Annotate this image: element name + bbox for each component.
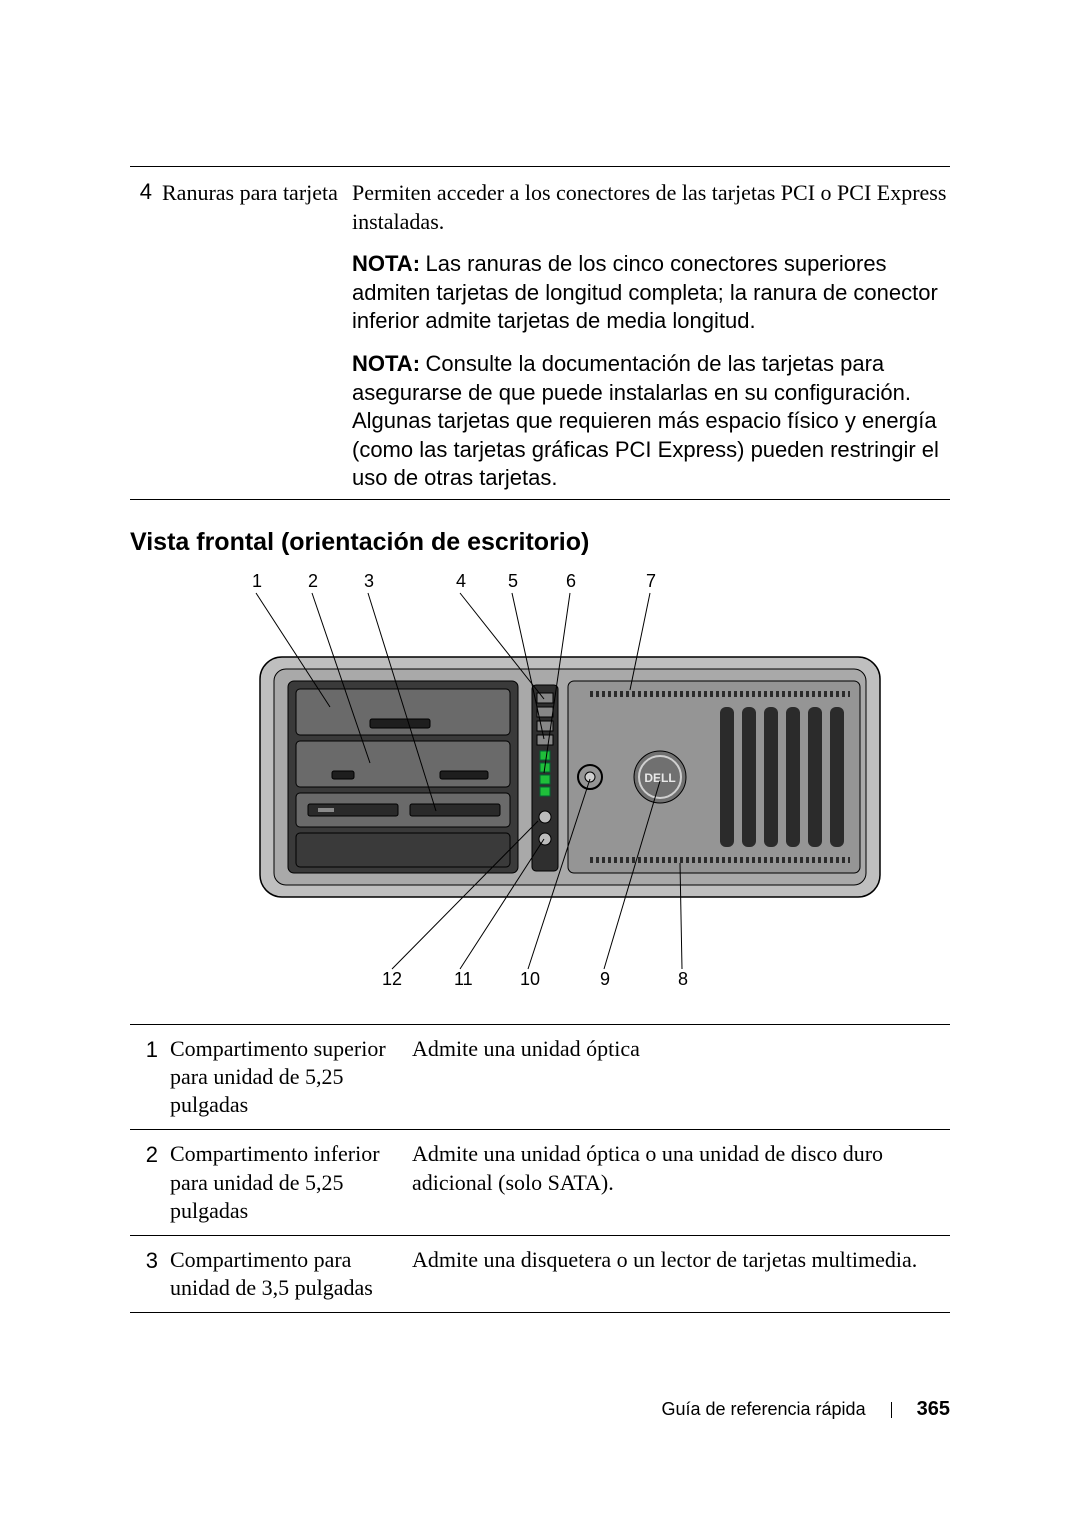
row-num: 2	[134, 1140, 170, 1224]
svg-text:9: 9	[600, 969, 610, 989]
rule-bottom	[130, 499, 950, 500]
row-num: 4	[134, 179, 162, 493]
note-1: NOTA: Las ranuras de los cinco conectore…	[352, 250, 950, 336]
rule-top	[130, 166, 950, 167]
footer-label: Guía de referencia rápida	[661, 1399, 865, 1419]
diagram-frontal: DELL 1 2 3 4 5	[130, 567, 950, 1002]
svg-text:5: 5	[508, 571, 518, 591]
svg-text:2: 2	[308, 571, 318, 591]
row-term: Ranuras para tarjeta	[162, 179, 352, 493]
table-row: 1 Compartimento superior para unidad de …	[130, 1024, 950, 1129]
svg-text:6: 6	[566, 571, 576, 591]
svg-text:7: 7	[646, 571, 656, 591]
row-desc: Permiten acceder a los conectores de las…	[352, 179, 950, 493]
page-number: 365	[917, 1398, 950, 1420]
svg-text:10: 10	[520, 969, 540, 989]
section-heading: Vista frontal (orientación de escritorio…	[130, 528, 950, 557]
svg-text:4: 4	[456, 571, 466, 591]
note-2: NOTA: Consulte la documentación de las t…	[352, 350, 950, 493]
note-label: NOTA:	[352, 351, 420, 376]
row-num: 3	[134, 1246, 170, 1302]
svg-text:12: 12	[382, 969, 402, 989]
svg-text:1: 1	[252, 571, 262, 591]
note-body: Las ranuras de los cinco conectores supe…	[352, 251, 938, 333]
svg-text:8: 8	[678, 969, 688, 989]
page-footer: Guía de referencia rápida 365	[130, 1398, 950, 1421]
table-row: 2 Compartimento inferior para unidad de …	[130, 1129, 950, 1234]
row-desc: Admite una unidad óptica o una unidad de…	[412, 1140, 950, 1224]
row-card-slots: 4 Ranuras para tarjeta Permiten acceder …	[130, 173, 950, 493]
svg-text:3: 3	[364, 571, 374, 591]
row-desc: Admite una disquetera o un lector de tar…	[412, 1246, 950, 1302]
front-view-table: 1 Compartimento superior para unidad de …	[130, 1024, 950, 1313]
note-label: NOTA:	[352, 251, 420, 276]
row-term: Compartimento superior para unidad de 5,…	[170, 1035, 412, 1119]
svg-text:11: 11	[454, 969, 473, 989]
row-term: Compartimento para unidad de 3,5 pulgada…	[170, 1246, 412, 1302]
row-term: Compartimento inferior para unidad de 5,…	[170, 1140, 412, 1224]
table-row: 3 Compartimento para unidad de 3,5 pulga…	[130, 1235, 950, 1313]
row-num: 1	[134, 1035, 170, 1119]
svg-text:DELL: DELL	[644, 771, 675, 785]
row-desc: Admite una unidad óptica	[412, 1035, 950, 1119]
note-body: Consulte la documentación de las tarjeta…	[352, 351, 939, 490]
footer-separator	[891, 1402, 892, 1418]
row-desc-text: Permiten acceder a los conectores de las…	[352, 180, 946, 234]
